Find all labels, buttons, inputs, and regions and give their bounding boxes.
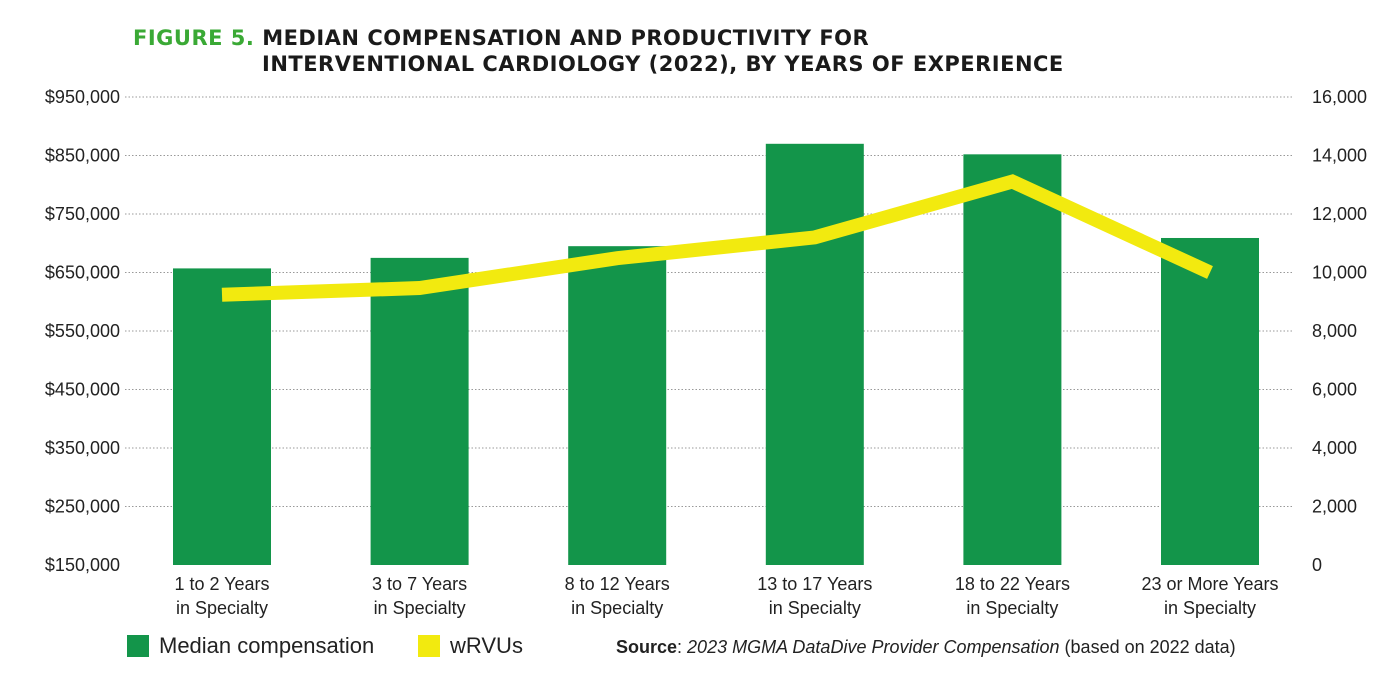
category-label: in Specialty [571, 598, 663, 618]
legend-item-wrvus: wRVUs [418, 633, 523, 659]
left-axis-tick: $750,000 [45, 204, 120, 224]
left-axis-tick: $150,000 [45, 555, 120, 575]
source-rest: (based on 2022 data) [1059, 637, 1236, 657]
right-axis-tick: 4,000 [1312, 438, 1357, 458]
left-axis-tick: $350,000 [45, 438, 120, 458]
left-axis-tick: $450,000 [45, 380, 120, 400]
right-axis-tick: 10,000 [1312, 263, 1367, 283]
right-axis-tick: 8,000 [1312, 321, 1357, 341]
title-text-line1: MEDIAN COMPENSATION AND PRODUCTIVITY FOR [262, 26, 870, 50]
category-label: 23 or More Years [1141, 574, 1278, 594]
legend-swatch-green [127, 635, 149, 657]
right-axis-tick: 12,000 [1312, 204, 1367, 224]
bar-median-compensation [568, 246, 667, 566]
right-axis-tick: 6,000 [1312, 380, 1357, 400]
category-label: 13 to 17 Years [757, 574, 872, 594]
left-axis-tick: $250,000 [45, 497, 120, 517]
legend-label: Median compensation [159, 633, 375, 658]
legend-label: wRVUs [450, 633, 523, 658]
category-label: 8 to 12 Years [565, 574, 670, 594]
category-label: in Specialty [176, 598, 268, 618]
left-axis-tick: $550,000 [45, 321, 120, 341]
category-label: 3 to 7 Years [372, 574, 467, 594]
category-label: 1 to 2 Years [174, 574, 269, 594]
category-label: in Specialty [374, 598, 466, 618]
right-axis-tick: 16,000 [1312, 87, 1367, 107]
bar-median-compensation [963, 154, 1062, 565]
chart-title-line2: INTERVENTIONAL CARDIOLOGY (2022), BY YEA… [262, 52, 1064, 76]
bar-median-compensation [173, 268, 271, 565]
source-title: 2023 MGMA DataDive Provider Compensation [687, 637, 1060, 657]
left-axis-tick: $650,000 [45, 263, 120, 283]
left-axis-tick: $850,000 [45, 146, 120, 166]
chart-title-line1: FIGURE 5. MEDIAN COMPENSATION AND PRODUC… [133, 26, 869, 50]
legend-swatch-yellow [418, 635, 440, 657]
category-label: 18 to 22 Years [955, 574, 1070, 594]
legend-item-compensation: Median compensation [127, 633, 374, 659]
right-axis-tick: 14,000 [1312, 146, 1367, 166]
left-axis-tick: $950,000 [45, 87, 120, 107]
figure-label: FIGURE 5. [133, 26, 255, 50]
right-axis-tick: 2,000 [1312, 497, 1357, 517]
category-label: in Specialty [1164, 598, 1256, 618]
right-axis-tick: 0 [1312, 555, 1322, 575]
line-wrvus [221, 174, 1213, 302]
category-label: in Specialty [966, 598, 1058, 618]
source-note: Source: 2023 MGMA DataDive Provider Comp… [616, 637, 1236, 657]
bar-median-compensation [370, 257, 469, 565]
bar-median-compensation [1161, 237, 1259, 566]
bar-median-compensation [765, 143, 864, 566]
source-label: Source [616, 637, 678, 657]
category-label: in Specialty [769, 598, 861, 618]
